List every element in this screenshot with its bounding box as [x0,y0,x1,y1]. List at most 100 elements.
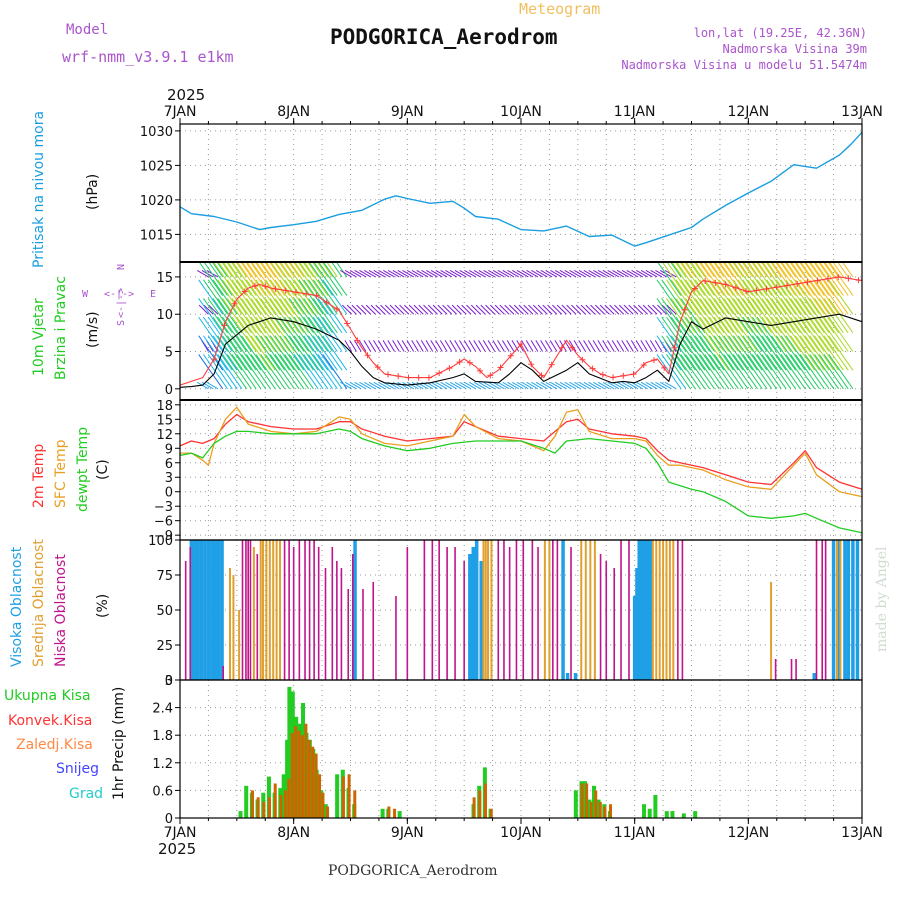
cloud-low-bar [395,596,397,680]
precip-conv-bar [347,774,351,818]
wind-arrow [226,335,252,371]
wind-arrow [445,269,457,278]
wind-arrow [275,262,300,296]
gust-marker [436,370,443,377]
wind-arrow [303,262,329,296]
wind-arrow [308,335,333,371]
gust-marker [845,275,852,282]
precip-conv-bar [325,806,329,818]
y-tick-label: 1.2 [152,757,173,772]
wind-arrow [728,335,754,371]
wind-arrow [583,340,591,352]
precip-conv-label: Konvek.Kisa [8,713,92,729]
wind-arrow [709,316,734,352]
wind-arrow [207,279,233,315]
wind-arrow [245,279,271,315]
wind-arrow [492,340,501,352]
wind-arrow [361,304,372,315]
wind-arrow [344,340,353,352]
cloud-high-bar [644,540,648,680]
wind-arrow [597,269,610,278]
wind-arrow [340,269,352,278]
year-label-top: 2025 [167,86,205,104]
wind-arrow [559,269,572,278]
wind-arrow [803,262,816,278]
wind-arrow [203,262,228,296]
wind-arrow [418,304,429,315]
wind-arrow [694,298,720,334]
wind-arrow [664,381,677,390]
precip-conv-bar [294,726,298,818]
wind-arrow [203,316,228,352]
wind-arrow [670,279,696,315]
wind-arrow [732,279,758,315]
wind-unit: (m/s) [85,311,101,348]
wind-arrow [564,381,577,390]
wind-arrow [694,354,720,390]
wind-arrow [207,354,233,390]
wind-arrow [217,298,243,334]
wind-arrow [593,381,605,390]
wind-arrow [354,381,367,390]
cloud-low-bar [628,540,630,680]
wind-arrow [633,304,644,315]
wind-arrow [659,381,672,390]
cloud-low-bar [292,547,295,680]
wind-arrow [704,279,730,315]
cloud-low-label: Niska Oblacnost [53,554,69,667]
cloud-high-bar [196,540,200,680]
cloud-low-bar [313,540,315,680]
wind-arrow [814,316,839,352]
wind-arrow [640,381,653,390]
pressure-labels: Pritisak na nivou mora (hPa) [31,111,101,268]
wind-arrow [590,304,601,315]
wind-arrow [650,381,663,390]
wind-arrow [274,335,300,371]
wind-arrow [709,298,734,334]
cloud-mid-label: Srednja Oblacnost [31,539,47,667]
wind-labels: 10m Vjetar Brzina i Pravac (m/s) N <-|->… [31,264,156,380]
wind-arrow [573,340,582,352]
wind-arrow [356,304,367,315]
wind-arrow [344,269,357,278]
wind-arrow [616,340,625,352]
wind-arrow [298,335,324,371]
wind-arrow [279,316,305,352]
wind-arrow [404,304,415,315]
wind-arrow [294,262,319,296]
wind-arrow [809,298,835,334]
wind-arrow [483,381,496,390]
gust-marker [814,277,821,284]
precip-conv-bar [387,806,391,818]
wind-arrow [540,269,553,278]
wind-arrow [680,279,706,315]
wind-arrow [689,354,715,390]
y-tick-label: 0 [165,383,173,398]
gust-marker [272,285,279,292]
wind-arrow [236,262,262,296]
precip-conv-bar [598,801,602,818]
cloud-mid-bar [658,540,661,680]
cloud-low-bar [556,540,559,680]
wind-arrow [279,354,305,390]
wind-arrow [260,335,286,371]
wind-arrow [742,298,768,334]
wind-arrow [480,304,491,315]
wind-arrow [798,262,811,278]
wind-arrow [442,304,453,315]
wind-arrow [775,316,801,352]
precip-conv-bar [483,783,487,818]
wind-arrow [377,340,386,352]
wind-arrow [226,316,252,352]
wind-arrow [607,381,620,390]
wind-arrow [666,279,692,315]
gust-marker [640,361,647,368]
cloud-mid-bar [668,540,671,680]
x-tick-label-bottom: 7JAN [164,825,197,841]
wind-arrow [293,335,319,371]
gust-marker [344,320,351,327]
wind-arrow [718,354,744,390]
wind-arrow [809,279,835,315]
gust-marker [303,290,310,297]
wind-arrow [722,262,734,278]
